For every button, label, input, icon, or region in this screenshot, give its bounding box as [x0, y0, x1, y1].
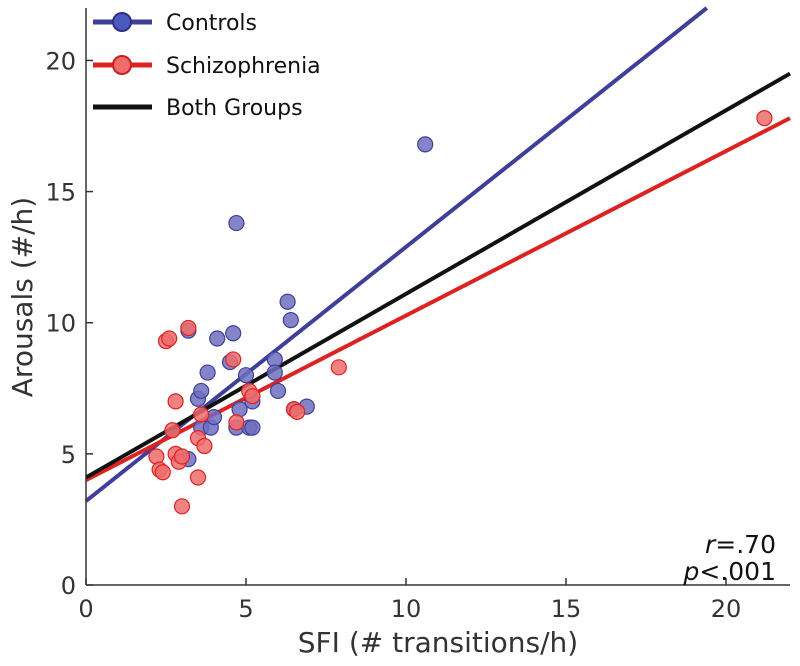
point-schizophrenia	[193, 406, 210, 423]
point-schizophrenia	[228, 414, 245, 431]
point-schizophrenia	[244, 388, 261, 405]
legend: Controls Schizophrenia Both Groups	[93, 11, 321, 121]
p-value: <.001	[699, 557, 776, 586]
point-schizophrenia	[167, 393, 184, 410]
point-schizophrenia	[756, 110, 773, 127]
point-controls	[244, 419, 261, 436]
r-symbol: r	[705, 530, 717, 559]
data-points	[148, 110, 773, 515]
y-axis-title: Arousals (#/h)	[6, 197, 39, 397]
legend-label-schizophrenia: Schizophrenia	[166, 54, 321, 79]
fit-line-schizophrenia	[85, 116, 791, 482]
fit-line-both-groups	[85, 71, 791, 480]
point-schizophrenia	[164, 422, 181, 439]
point-controls	[193, 382, 210, 400]
x-tick-label: 20	[711, 595, 742, 623]
point-schizophrenia	[196, 437, 213, 455]
x-tick-label: 0	[78, 595, 93, 623]
y-tick-label: 15	[45, 179, 76, 207]
axis-ticks: 0 5 10 15 20 0 5 10 15 20	[45, 47, 741, 623]
y-tick-label: 10	[45, 310, 76, 338]
x-axis-title: SFI (# transitions/h)	[298, 626, 578, 659]
point-schizophrenia	[180, 319, 197, 337]
point-schizophrenia	[154, 464, 171, 481]
point-schizophrenia	[161, 330, 178, 347]
point-controls	[237, 367, 255, 384]
fit-lines	[84, 6, 791, 503]
point-schizophrenia	[148, 448, 165, 465]
point-controls	[228, 214, 245, 232]
point-schizophrenia	[330, 359, 347, 376]
p-value-annotation: p<.001	[683, 557, 777, 586]
x-tick-label: 10	[391, 595, 422, 623]
legend-label-controls: Controls	[166, 11, 257, 36]
point-controls	[225, 325, 242, 342]
legend-label-both-groups: Both Groups	[166, 96, 303, 121]
y-tick-label: 0	[61, 572, 76, 600]
point-controls	[417, 136, 434, 153]
legend-marker-controls	[112, 12, 132, 32]
point-schizophrenia	[189, 469, 207, 486]
p-symbol: p	[683, 557, 700, 586]
y-tick-label: 5	[61, 441, 76, 469]
point-controls	[279, 293, 296, 310]
point-schizophrenia	[289, 403, 306, 420]
x-tick-label: 5	[238, 595, 253, 623]
x-tick-label: 15	[551, 595, 582, 623]
point-schizophrenia	[173, 448, 191, 465]
point-schizophrenia	[225, 351, 242, 368]
point-controls	[282, 312, 299, 329]
correlation-annotation: r=.70	[705, 530, 776, 559]
legend-marker-schizophrenia	[112, 55, 132, 75]
y-tick-label: 20	[45, 47, 76, 75]
point-controls	[209, 330, 226, 347]
point-controls	[199, 364, 216, 381]
point-controls	[269, 382, 287, 400]
r-value: =.70	[715, 530, 776, 559]
point-schizophrenia	[173, 498, 191, 515]
point-controls	[266, 364, 283, 381]
